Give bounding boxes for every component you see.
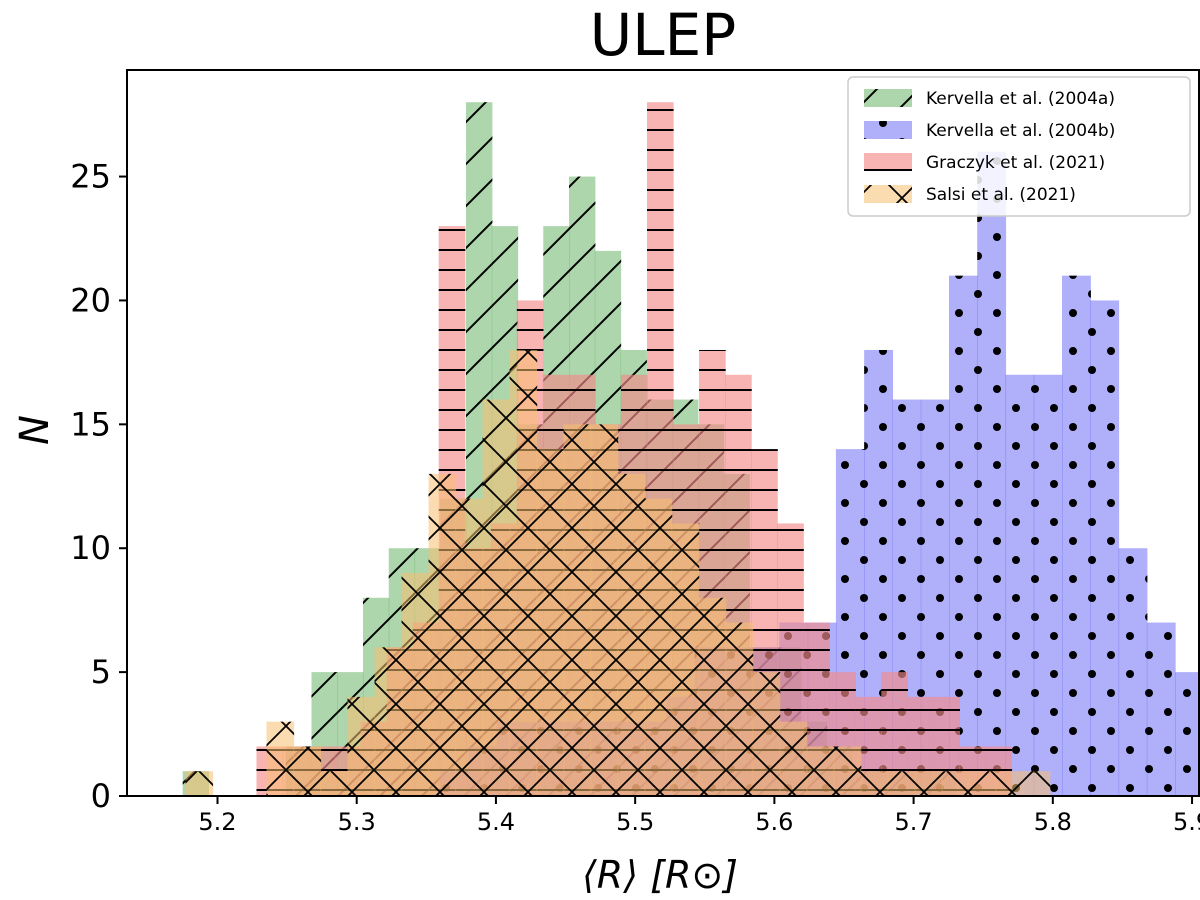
x-tick-label: 5.9 [1173, 808, 1200, 836]
legend-frame [847, 76, 1191, 217]
legend-label: Kervella et al. (2004a) [926, 89, 1115, 109]
y-tick-label: 5 [91, 653, 111, 691]
x-tick-label: 5.6 [755, 808, 793, 836]
bar-hatch [293, 746, 322, 796]
bar-hatch [914, 771, 943, 796]
x-tick-label: 5.4 [477, 808, 515, 836]
legend-swatch-hatch [864, 89, 912, 107]
bar-hatch [833, 746, 862, 796]
bar-hatch [806, 746, 835, 796]
bar-hatch [536, 449, 565, 796]
x-tick-label: 5.5 [616, 808, 654, 836]
bar-hatch [1118, 548, 1148, 796]
bar-hatch [1146, 622, 1176, 796]
series-4 [185, 349, 1051, 796]
bar-hatch [320, 771, 349, 796]
bar-hatch [1033, 374, 1063, 796]
plot-frame [126, 69, 1200, 797]
bar-hatch [617, 473, 646, 796]
bar-hatch [347, 696, 376, 796]
bar-hatch [563, 424, 592, 796]
x-tick-label: 5.8 [1034, 808, 1072, 836]
legend-swatch-hatch [864, 185, 912, 203]
bar-hatch [428, 473, 457, 796]
legend-swatch-hatch [864, 153, 912, 171]
bar-hatch [698, 597, 727, 796]
y-tick-label: 15 [70, 405, 111, 443]
y-tick-label: 0 [91, 777, 111, 815]
bar-hatch [752, 672, 781, 796]
bar-hatch [455, 498, 484, 796]
legend-label: Kervella et al. (2004b) [926, 121, 1115, 141]
bars-layer [182, 102, 1199, 796]
y-axis: 0 5 10 15 20 25 [70, 158, 127, 815]
y-tick-label: 25 [70, 158, 111, 196]
legend: Kervella et al. (2004a) Kervella et al. (… [847, 76, 1191, 217]
y-tick-label: 20 [70, 281, 111, 319]
bar-hatch [374, 647, 403, 796]
bar-hatch [887, 771, 916, 796]
bar-hatch [1062, 275, 1091, 796]
legend-swatch-hatch [864, 121, 912, 139]
bar-hatch [977, 151, 1007, 796]
bar-hatch [995, 771, 1024, 796]
bar-hatch [779, 721, 808, 796]
x-tick-label: 5.7 [895, 808, 933, 836]
bar-hatch [968, 771, 997, 796]
bar-hatch [1022, 771, 1051, 796]
bar-hatch [1175, 672, 1199, 796]
bar-hatch [509, 349, 538, 796]
bar-hatch [725, 622, 754, 796]
bar-hatch [860, 771, 889, 796]
bar-hatch [941, 771, 970, 796]
x-tick-label: 5.2 [198, 808, 236, 836]
bar-hatch [671, 523, 700, 796]
bar-hatch [1090, 300, 1120, 796]
legend-label: Graczyk et al. (2021) [926, 153, 1105, 173]
bar-hatch [266, 721, 295, 796]
y-tick-label: 10 [70, 529, 111, 567]
bar-hatch [401, 573, 430, 796]
y-axis-label: N [12, 415, 58, 445]
bar-hatch [482, 399, 511, 796]
bar-hatch [1005, 374, 1035, 796]
bar-hatch [590, 424, 619, 796]
bar-hatch [644, 498, 673, 796]
x-axis-label: ⟨R⟩ [R⊙] [582, 853, 738, 897]
legend-label: Salsi et al. (2021) [926, 185, 1076, 205]
chart-title: ULEP [590, 1, 736, 69]
x-tick-label: 5.3 [338, 808, 376, 836]
x-axis: 5.2 5.3 5.4 5.5 5.6 5.7 5.8 5.9 [198, 796, 1200, 836]
bar-hatch [185, 771, 214, 796]
